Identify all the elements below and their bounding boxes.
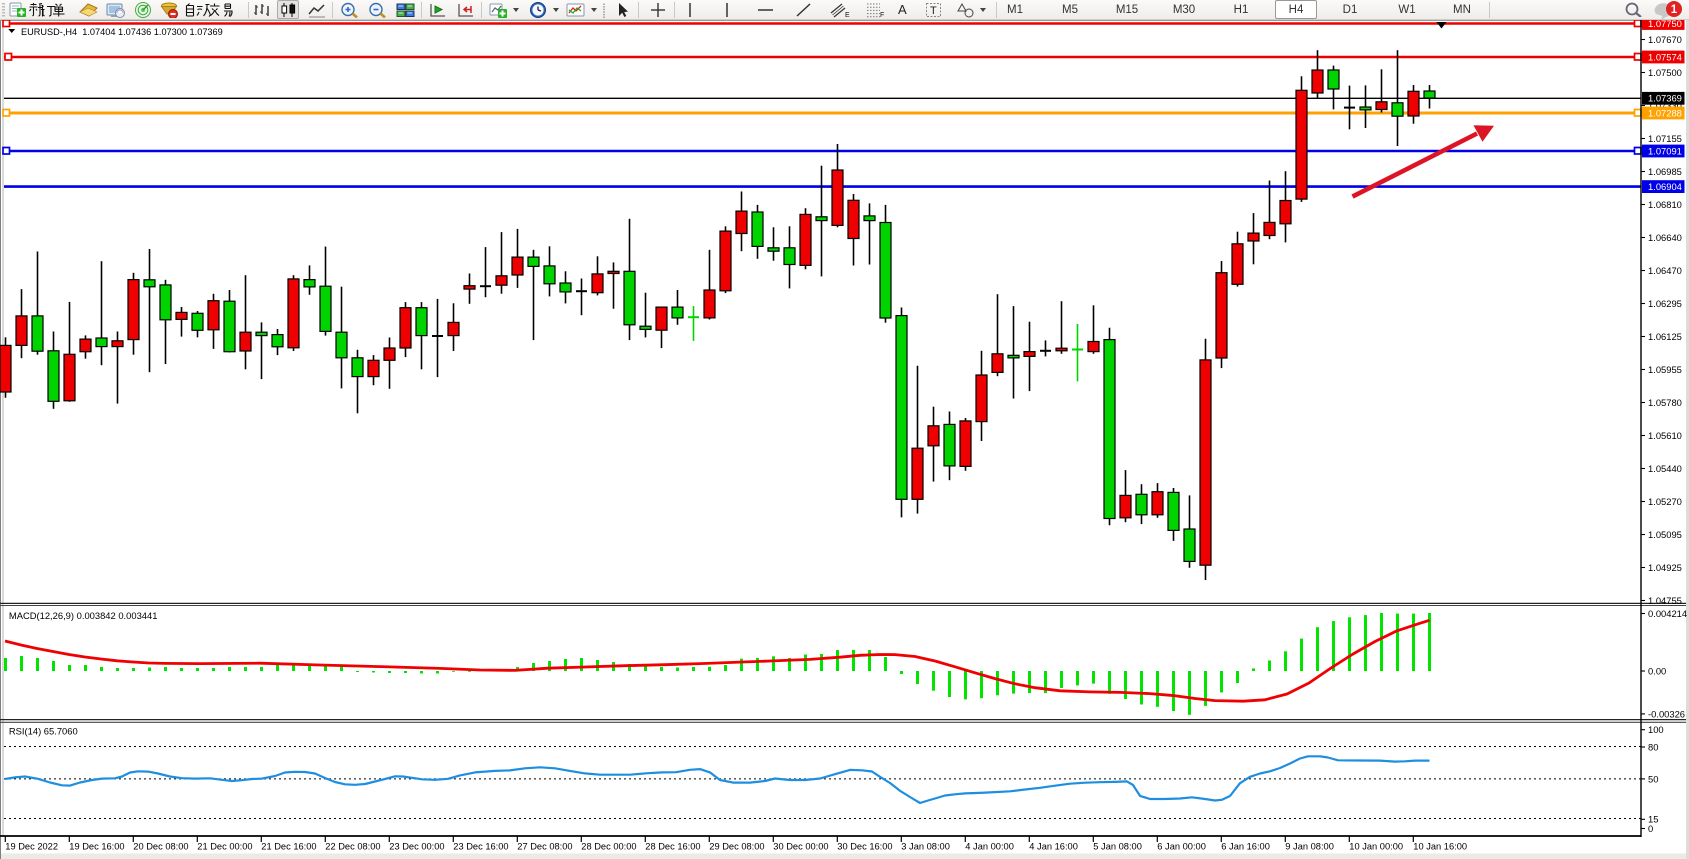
svg-text:6 Jan 16:00: 6 Jan 16:00: [1221, 841, 1270, 851]
svg-text:1.06810: 1.06810: [1648, 199, 1682, 210]
svg-text:1.05955: 1.05955: [1648, 364, 1682, 375]
svg-text:1.06295: 1.06295: [1648, 298, 1682, 309]
svg-text:1.06904: 1.06904: [1648, 181, 1682, 192]
svg-text:4 Jan 16:00: 4 Jan 16:00: [1029, 841, 1078, 851]
svg-text:1.07288: 1.07288: [1648, 107, 1682, 118]
svg-text:1.06125: 1.06125: [1648, 331, 1682, 342]
svg-text:1.05780: 1.05780: [1648, 397, 1682, 408]
svg-text:EURUSD-,H4 1.07404 1.07436 1.: EURUSD-,H4 1.07404 1.07436 1.07300 1.073…: [21, 27, 223, 37]
svg-text:6 Jan 00:00: 6 Jan 00:00: [1157, 841, 1206, 851]
svg-text:1.07670: 1.07670: [1648, 34, 1682, 45]
svg-text:RSI(14) 65.7060: RSI(14) 65.7060: [9, 725, 78, 736]
svg-text:1.05440: 1.05440: [1648, 463, 1682, 474]
svg-text:20 Dec 08:00: 20 Dec 08:00: [133, 841, 188, 851]
svg-text:21 Dec 16:00: 21 Dec 16:00: [261, 841, 316, 851]
svg-text:1.05610: 1.05610: [1648, 430, 1682, 441]
svg-text:1.06640: 1.06640: [1648, 232, 1682, 243]
svg-text:1.06470: 1.06470: [1648, 265, 1682, 276]
svg-text:23 Dec 16:00: 23 Dec 16:00: [453, 841, 508, 851]
svg-text:1.07500: 1.07500: [1648, 67, 1682, 78]
svg-text:27 Dec 08:00: 27 Dec 08:00: [517, 841, 572, 851]
svg-text:T: T: [930, 5, 937, 17]
svg-text:1.07750: 1.07750: [1648, 20, 1682, 29]
svg-text:4 Jan 00:00: 4 Jan 00:00: [965, 841, 1014, 851]
svg-text:1: 1: [1671, 4, 1678, 16]
svg-text:28 Dec 00:00: 28 Dec 00:00: [581, 841, 636, 851]
svg-text:E: E: [845, 12, 850, 18]
svg-text:1.06985: 1.06985: [1648, 166, 1682, 177]
svg-text:1.07155: 1.07155: [1648, 133, 1682, 144]
svg-text:15: 15: [1648, 814, 1658, 825]
svg-text:19 Dec 16:00: 19 Dec 16:00: [69, 841, 124, 851]
svg-text:100: 100: [1648, 724, 1664, 735]
svg-text:50: 50: [1648, 773, 1658, 784]
svg-text:3 Jan 08:00: 3 Jan 08:00: [901, 841, 950, 851]
svg-text:F: F: [880, 12, 884, 18]
svg-text:9 Jan 08:00: 9 Jan 08:00: [1285, 841, 1334, 851]
svg-text:-0.00326: -0.00326: [1648, 708, 1685, 719]
svg-text:30 Dec 00:00: 30 Dec 00:00: [773, 841, 828, 851]
svg-text:19 Dec 2022: 19 Dec 2022: [5, 841, 58, 851]
svg-text:29 Dec 08:00: 29 Dec 08:00: [709, 841, 764, 851]
svg-text:10 Jan 00:00: 10 Jan 00:00: [1349, 841, 1403, 851]
svg-text:80: 80: [1648, 741, 1658, 752]
svg-text:1.04755: 1.04755: [1648, 595, 1682, 606]
svg-text:1.05270: 1.05270: [1648, 496, 1682, 507]
svg-text:1.04925: 1.04925: [1648, 562, 1682, 573]
svg-text:28 Dec 16:00: 28 Dec 16:00: [645, 841, 700, 851]
svg-text:0: 0: [1648, 823, 1653, 834]
svg-text:0.00: 0.00: [1648, 665, 1666, 676]
svg-text:5 Jan 08:00: 5 Jan 08:00: [1093, 841, 1142, 851]
svg-text:10 Jan 16:00: 10 Jan 16:00: [1413, 841, 1467, 851]
svg-text:1.07091: 1.07091: [1648, 145, 1682, 156]
svg-text:MACD(12,26,9) 0.003842 0.00344: MACD(12,26,9) 0.003842 0.003441: [9, 610, 158, 621]
svg-text:0.004214: 0.004214: [1648, 608, 1687, 619]
svg-text:23 Dec 00:00: 23 Dec 00:00: [389, 841, 444, 851]
svg-text:30 Dec 16:00: 30 Dec 16:00: [837, 841, 892, 851]
svg-text:1.07369: 1.07369: [1648, 93, 1682, 104]
svg-text:1.07574: 1.07574: [1648, 51, 1682, 62]
svg-text:22 Dec 08:00: 22 Dec 08:00: [325, 841, 380, 851]
svg-text:1.07330: 1.07330: [1648, 100, 1682, 111]
svg-text:1.05095: 1.05095: [1648, 529, 1682, 540]
svg-text:21 Dec 00:00: 21 Dec 00:00: [197, 841, 252, 851]
